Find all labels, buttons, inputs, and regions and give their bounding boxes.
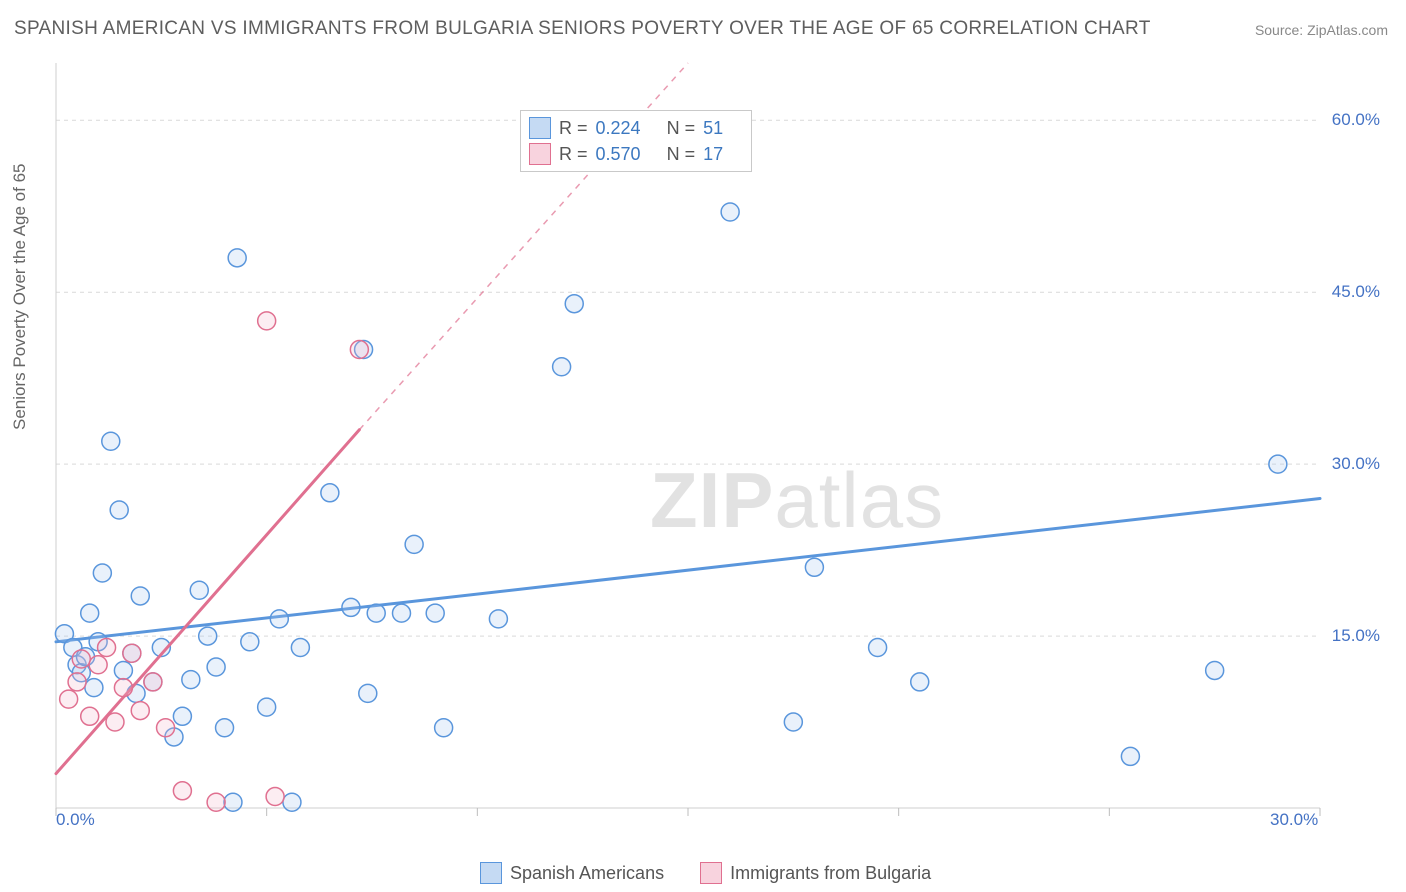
stat-n-label: N =	[667, 141, 696, 167]
chart-title: SPANISH AMERICAN VS IMMIGRANTS FROM BULG…	[14, 18, 1151, 40]
stat-n-value: 17	[703, 141, 723, 167]
swatch-blue	[480, 862, 502, 884]
y-tick-label: 60.0%	[1332, 110, 1380, 130]
y-axis-label: Seniors Poverty Over the Age of 65	[10, 164, 30, 430]
stat-r-label: R =	[559, 115, 588, 141]
legend-stats-row: R = 0.570 N = 17	[529, 141, 741, 167]
stat-r-value: 0.570	[596, 141, 641, 167]
legend-series: Spanish Americans Immigrants from Bulgar…	[480, 862, 931, 884]
stat-r-value: 0.224	[596, 115, 641, 141]
y-tick-label: 45.0%	[1332, 282, 1380, 302]
legend-item: Spanish Americans	[480, 862, 664, 884]
swatch-blue	[529, 117, 551, 139]
y-tick-label: 30.0%	[1332, 454, 1380, 474]
y-tick-label: 15.0%	[1332, 626, 1380, 646]
stat-r-label: R =	[559, 141, 588, 167]
x-tick-label: 30.0%	[1270, 810, 1318, 830]
swatch-pink	[529, 143, 551, 165]
stat-n-label: N =	[667, 115, 696, 141]
plot-area: ZIPatlas R = 0.224 N = 51 R = 0.570 N = …	[50, 55, 1390, 830]
stat-n-value: 51	[703, 115, 723, 141]
legend-stats-row: R = 0.224 N = 51	[529, 115, 741, 141]
swatch-pink	[700, 862, 722, 884]
source-label: Source: ZipAtlas.com	[1255, 22, 1388, 38]
x-tick-label: 0.0%	[56, 810, 95, 830]
legend-item: Immigrants from Bulgaria	[700, 862, 931, 884]
legend-label: Spanish Americans	[510, 863, 664, 884]
legend-stats: R = 0.224 N = 51 R = 0.570 N = 17	[520, 110, 752, 172]
legend-label: Immigrants from Bulgaria	[730, 863, 931, 884]
